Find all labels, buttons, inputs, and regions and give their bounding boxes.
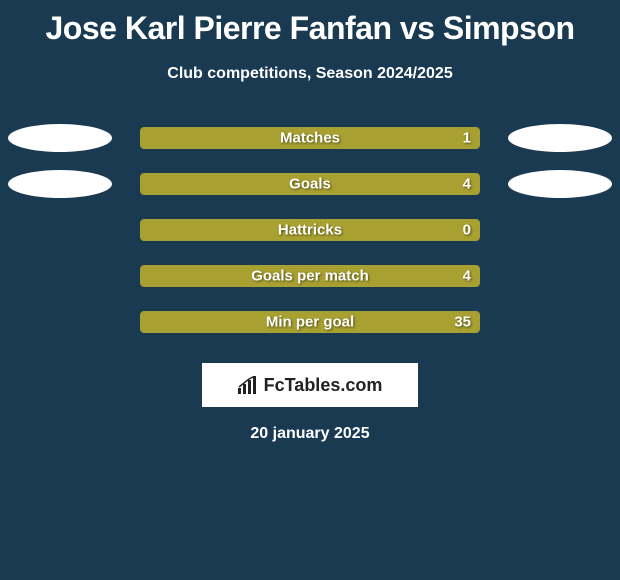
bar-track: Hattricks0 [140,219,480,241]
logo-text: FcTables.com [264,375,383,396]
stat-row: Min per goal35 [0,299,620,345]
stat-label: Goals per match [141,268,479,285]
stat-row: Goals per match4 [0,253,620,299]
player-left-avatar [8,124,112,152]
stat-row: Goals4 [0,161,620,207]
stat-label: Hattricks [141,222,479,239]
stat-value-right: 0 [463,222,471,239]
subtitle: Club competitions, Season 2024/2025 [0,65,620,83]
stat-value-right: 4 [463,176,471,193]
bar-track: Goals4 [140,173,480,195]
bar-track: Min per goal35 [140,311,480,333]
stat-label: Min per goal [141,314,479,331]
bar-chart-icon [238,376,260,394]
stat-label: Matches [141,130,479,147]
stat-row: Matches1 [0,115,620,161]
bar-track: Goals per match4 [140,265,480,287]
stat-value-right: 4 [463,268,471,285]
comparison-chart: Matches1Goals4Hattricks0Goals per match4… [0,115,620,345]
stat-value-right: 35 [454,314,471,331]
page-title: Jose Karl Pierre Fanfan vs Simpson [0,0,620,47]
bar-track: Matches1 [140,127,480,149]
stat-label: Goals [141,176,479,193]
date-label: 20 january 2025 [0,425,620,443]
player-right-avatar [508,124,612,152]
player-right-avatar [508,170,612,198]
stat-value-right: 1 [463,130,471,147]
stat-row: Hattricks0 [0,207,620,253]
player-left-avatar [8,170,112,198]
logo: FcTables.com [238,375,383,396]
logo-box: FcTables.com [202,363,418,407]
